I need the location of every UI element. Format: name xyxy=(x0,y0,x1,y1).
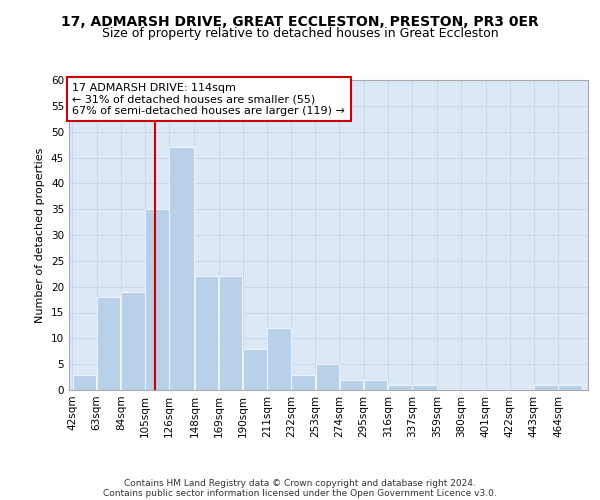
Bar xyxy=(97,297,121,390)
Bar xyxy=(559,385,582,390)
Bar xyxy=(534,385,558,390)
Bar xyxy=(219,276,242,390)
Bar xyxy=(169,147,194,390)
Bar xyxy=(292,374,315,390)
Bar xyxy=(388,385,412,390)
Bar xyxy=(316,364,339,390)
Bar xyxy=(73,374,96,390)
Bar xyxy=(121,292,145,390)
Text: 17, ADMARSH DRIVE, GREAT ECCLESTON, PRESTON, PR3 0ER: 17, ADMARSH DRIVE, GREAT ECCLESTON, PRES… xyxy=(61,15,539,29)
Text: 17 ADMARSH DRIVE: 114sqm
← 31% of detached houses are smaller (55)
67% of semi-d: 17 ADMARSH DRIVE: 114sqm ← 31% of detach… xyxy=(73,82,346,116)
Bar xyxy=(364,380,388,390)
Bar xyxy=(340,380,363,390)
Text: Contains public sector information licensed under the Open Government Licence v3: Contains public sector information licen… xyxy=(103,488,497,498)
Text: Size of property relative to detached houses in Great Eccleston: Size of property relative to detached ho… xyxy=(101,28,499,40)
Bar xyxy=(145,209,169,390)
Bar xyxy=(412,385,437,390)
Bar xyxy=(195,276,218,390)
Bar xyxy=(267,328,291,390)
Bar xyxy=(243,348,266,390)
Text: Contains HM Land Registry data © Crown copyright and database right 2024.: Contains HM Land Registry data © Crown c… xyxy=(124,478,476,488)
Y-axis label: Number of detached properties: Number of detached properties xyxy=(35,148,46,322)
